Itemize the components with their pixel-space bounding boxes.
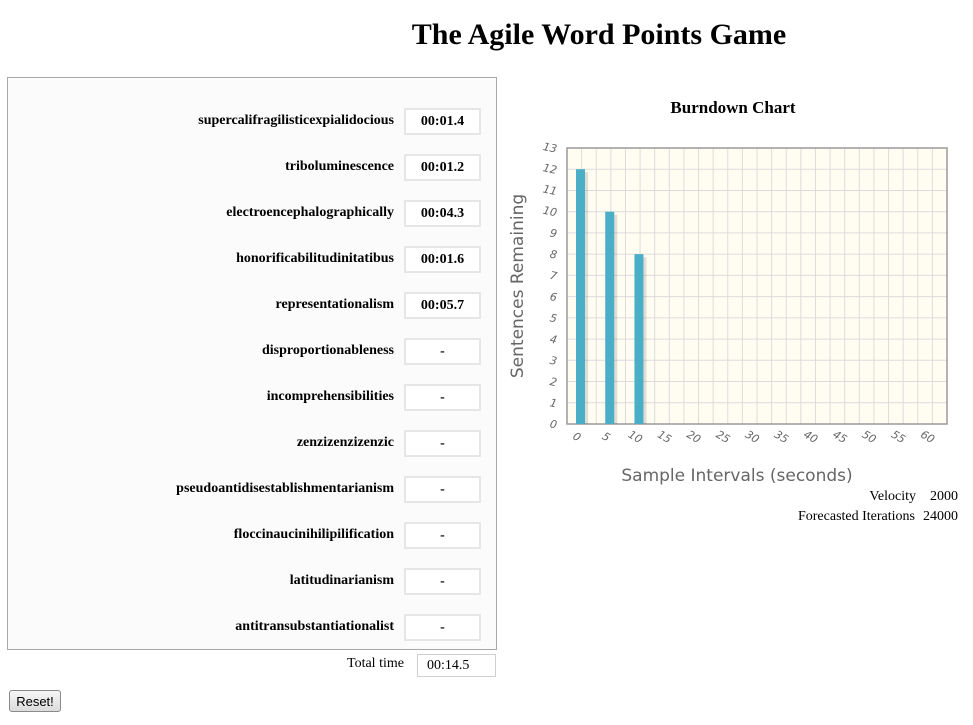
y-axis-title: Sentences Remaining <box>508 194 528 378</box>
x-axis-title: Sample Intervals (seconds) <box>621 466 852 486</box>
total-time-field[interactable]: 00:14.5 <box>417 654 496 677</box>
forecast-row: Forecasted Iterations 24000 <box>798 509 958 525</box>
y-tick-label: 9 <box>549 226 559 240</box>
y-tick-label: 0 <box>549 418 559 432</box>
word-label: honorificabilitudinitatibus <box>236 251 394 266</box>
word-row: incomprehensibilities - <box>8 384 498 414</box>
x-tick-label: 60 <box>918 428 937 446</box>
x-tick-label: 20 <box>684 428 703 446</box>
x-tick-label: 45 <box>831 428 850 446</box>
word-label: zenzizenzizenzic <box>296 435 394 450</box>
bar <box>605 211 615 424</box>
word-label: floccinaucinihilipilification <box>233 527 394 542</box>
word-time-field[interactable]: - <box>404 522 481 549</box>
word-time-field[interactable]: - <box>404 568 481 595</box>
y-tick-label: 12 <box>542 161 558 177</box>
word-row: floccinaucinihilipilification - <box>8 522 498 552</box>
x-tick-label: 10 <box>626 428 645 446</box>
y-tick-label: 13 <box>542 140 558 156</box>
word-time-field[interactable]: - <box>404 338 481 365</box>
y-tick-label: 1 <box>549 396 559 410</box>
word-row: electroencephalographically 00:04.3 <box>8 200 498 230</box>
word-time-field[interactable]: 00:01.4 <box>404 108 481 135</box>
x-tick-label: 30 <box>743 428 762 446</box>
forecast-value: 24000 <box>923 509 958 524</box>
plot-border <box>566 147 948 425</box>
page-title: The Agile Word Points Game <box>411 18 787 51</box>
word-row: latitudinarianism - <box>8 568 498 598</box>
word-list-panel: supercalifragilisticexpialidocious 00:01… <box>7 77 497 650</box>
reset-button[interactable]: Reset! <box>9 690 61 712</box>
x-tick-label: 0 <box>570 430 583 445</box>
x-tick-label: 5 <box>600 430 613 445</box>
y-tick-label: 4 <box>549 333 559 347</box>
word-row: disproportionableness - <box>8 338 498 368</box>
word-time-field[interactable]: - <box>404 476 481 503</box>
y-tick-label: 2 <box>549 375 559 389</box>
y-tick-label: 7 <box>549 269 559 283</box>
word-time-field[interactable]: - <box>404 614 481 641</box>
word-label: latitudinarianism <box>289 573 394 588</box>
word-label: incomprehensibilities <box>266 389 394 404</box>
word-time-field[interactable]: 00:01.2 <box>404 154 481 181</box>
word-row: triboluminescence 00:01.2 <box>8 154 498 184</box>
word-label: supercalifragilisticexpialidocious <box>198 113 394 128</box>
x-tick-label: 40 <box>801 428 820 446</box>
word-row: supercalifragilisticexpialidocious 00:01… <box>8 108 498 138</box>
y-tick-label: 6 <box>549 290 559 304</box>
word-row: antitransubstantiationalist - <box>8 614 498 644</box>
word-row: representationalism 00:05.7 <box>8 292 498 322</box>
word-row: pseudoantidisestablishmentarianism - <box>8 476 498 506</box>
y-tick-label: 5 <box>549 311 559 325</box>
word-row: honorificabilitudinitatibus 00:01.6 <box>8 246 498 276</box>
velocity-value: 2000 <box>930 489 958 504</box>
y-tick-label: 8 <box>549 248 559 262</box>
word-time-field[interactable]: 00:01.6 <box>404 246 481 273</box>
word-label: electroencephalographically <box>226 205 394 220</box>
word-row: zenzizenzizenzic - <box>8 430 498 460</box>
x-tick-label: 15 <box>655 428 674 446</box>
y-tick-label: 10 <box>542 204 558 220</box>
word-label: triboluminescence <box>285 159 394 174</box>
forecast-label: Forecasted Iterations <box>797 509 915 524</box>
word-time-field[interactable]: 00:04.3 <box>404 200 481 227</box>
velocity-label: Velocity <box>869 489 916 504</box>
x-tick-label: 55 <box>889 428 908 446</box>
y-tick-label: 11 <box>542 183 558 199</box>
word-time-field[interactable]: - <box>404 384 481 411</box>
bar <box>576 169 585 424</box>
bar <box>634 254 644 424</box>
word-time-field[interactable]: - <box>404 430 481 457</box>
x-tick-label: 35 <box>772 428 791 446</box>
word-label: antitransubstantiationalist <box>235 619 394 634</box>
word-label: disproportionableness <box>262 343 394 358</box>
word-time-field[interactable]: 00:05.7 <box>404 292 481 319</box>
total-time-label: Total time <box>347 656 404 671</box>
word-label: pseudoantidisestablishmentarianism <box>176 481 394 496</box>
x-tick-label: 25 <box>714 428 733 446</box>
velocity-row: Velocity 2000 <box>869 489 958 505</box>
y-tick-label: 3 <box>549 354 559 368</box>
chart-title: Burndown Chart <box>670 98 796 117</box>
word-label: representationalism <box>275 297 394 312</box>
x-tick-label: 50 <box>860 428 879 446</box>
